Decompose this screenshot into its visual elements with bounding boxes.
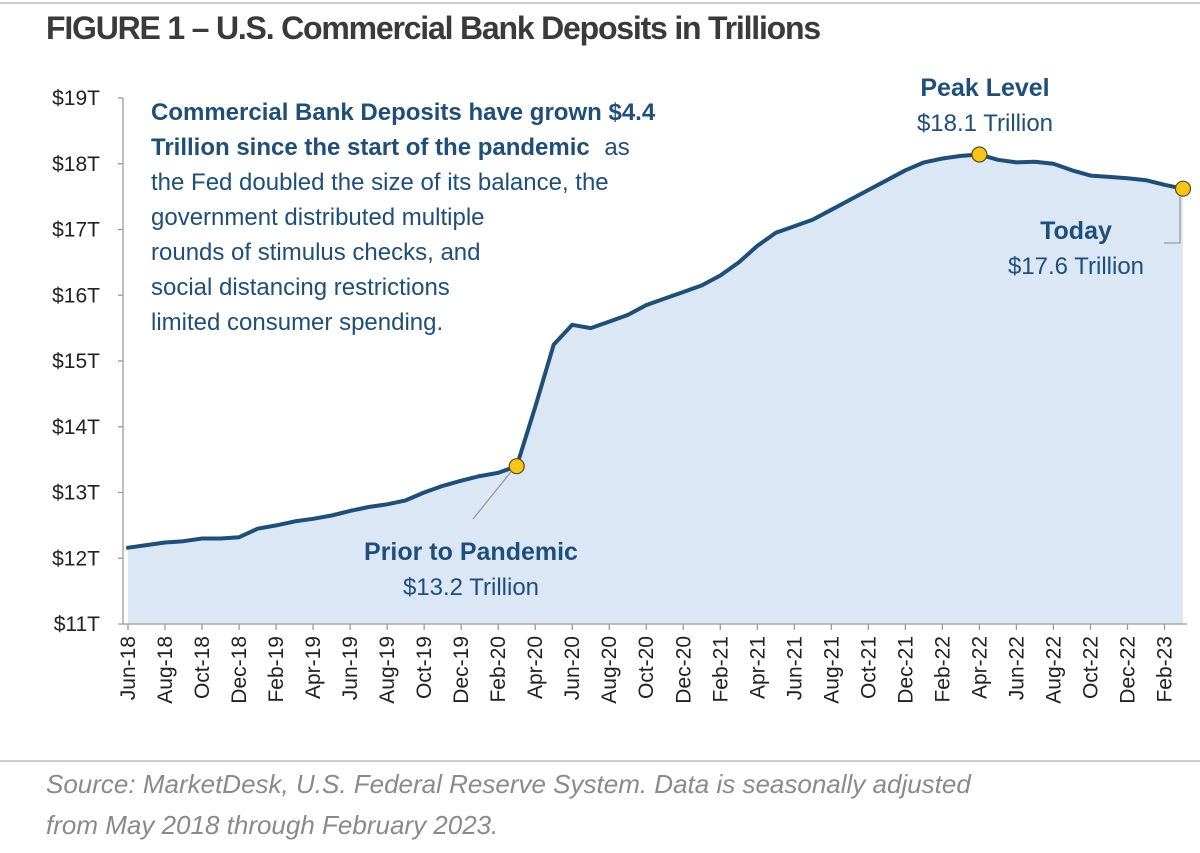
y-tick-label: $11T — [54, 613, 100, 636]
y-tick-label: $18T — [52, 153, 100, 176]
x-axis-ticks: Jun-18 Aug-18 Oct-18 Dec-18 Feb-19 Apr-19 Jun-… — [117, 624, 1177, 704]
main-annotation-bold-2: Trillion since the start of the pandemic — [151, 134, 590, 161]
y-tick-label: $14T — [52, 416, 100, 439]
x-tick-label: Oct-21 — [857, 636, 880, 699]
source-note-line-2: from May 2018 through February 2023. — [46, 810, 498, 840]
y-tick-label: $12T — [52, 547, 100, 570]
main-annotation-line-4: government distributed multiple — [151, 204, 485, 231]
x-tick-label: Aug-22 — [1042, 636, 1065, 704]
deposits-area — [128, 154, 1183, 624]
today-callout-title: Today — [1040, 217, 1112, 245]
x-tick-label: Jun-18 — [117, 636, 140, 700]
x-tick-label: Aug-20 — [598, 636, 621, 704]
today-callout-value: $17.6 Trillion — [1008, 253, 1144, 280]
highlight-marker — [1174, 180, 1192, 197]
x-tick-label: Dec-19 — [450, 636, 473, 704]
x-tick-label: Oct-19 — [413, 636, 436, 699]
x-tick-label: Aug-21 — [820, 636, 843, 704]
x-tick-label: Feb-22 — [931, 636, 954, 703]
x-tick-label: Aug-19 — [376, 636, 399, 704]
x-tick-label: Aug-18 — [154, 636, 177, 704]
source-note-line-1: Source: MarketDesk, U.S. Federal Reserve… — [46, 769, 972, 799]
x-tick-label: Apr-20 — [524, 636, 547, 699]
x-tick-label: Feb-23 — [1154, 636, 1177, 703]
x-tick-label: Feb-20 — [487, 636, 510, 703]
highlight-marker — [508, 458, 525, 475]
x-tick-label: Oct-18 — [191, 636, 214, 699]
prior-callout-title: Prior to Pandemic — [364, 538, 578, 566]
main-annotation-line-3: the Fed doubled the size of its balance,… — [151, 169, 609, 196]
x-tick-label: Apr-22 — [968, 636, 991, 699]
deposits-line — [126, 152, 1185, 550]
x-tick-label: Jun-22 — [1005, 636, 1028, 700]
x-tick-label: Oct-20 — [635, 636, 658, 699]
y-tick-label: $15T — [52, 350, 100, 373]
x-tick-label: Feb-21 — [709, 636, 732, 703]
x-tick-label: Feb-19 — [265, 636, 288, 703]
figure-title: FIGURE 1 – U.S. Commercial Bank Deposits… — [46, 10, 820, 46]
main-annotation-line-6: social distancing restrictions — [151, 274, 450, 301]
x-tick-label: Jun-19 — [339, 636, 362, 700]
peak-callout-title: Peak Level — [920, 74, 1049, 102]
x-tick-label: Apr-21 — [746, 636, 769, 699]
x-tick-label: Dec-22 — [1117, 636, 1140, 704]
main-annotation-line-7: limited consumer spending. — [151, 309, 443, 336]
x-tick-label: Jun-21 — [783, 636, 806, 700]
main-annotation-tail: as — [604, 134, 629, 161]
highlight-marker — [971, 146, 988, 163]
main-annotation-bold-1: Commercial Bank Deposits have grown $4.4 — [151, 99, 656, 126]
prior-leader-line — [472, 471, 512, 520]
highlight-markers — [508, 146, 1192, 475]
today-leader-line — [1164, 196, 1181, 244]
x-tick-label: Dec-20 — [672, 636, 695, 704]
x-tick-label: Jun-20 — [561, 636, 584, 700]
x-tick-label: Oct-22 — [1080, 636, 1103, 699]
x-tick-label: Dec-21 — [894, 636, 917, 704]
x-tick-label: Apr-19 — [302, 636, 325, 699]
prior-callout-value: $13.2 Trillion — [403, 574, 539, 601]
y-tick-label: $19T — [52, 87, 100, 110]
y-axis-ticks: $11T $12T $13T $14T $15T $16T $17T $18T $19T — [52, 87, 123, 636]
y-tick-label: $17T — [52, 219, 100, 242]
peak-callout-value: $18.1 Trillion — [917, 110, 1053, 137]
y-tick-label: $13T — [52, 482, 100, 505]
x-tick-label: Dec-18 — [228, 636, 251, 704]
main-annotation: Commercial Bank Deposits have grown $4.4… — [151, 99, 662, 336]
y-tick-label: $16T — [52, 284, 100, 307]
main-annotation-line-5: rounds of stimulus checks, and — [151, 239, 481, 266]
